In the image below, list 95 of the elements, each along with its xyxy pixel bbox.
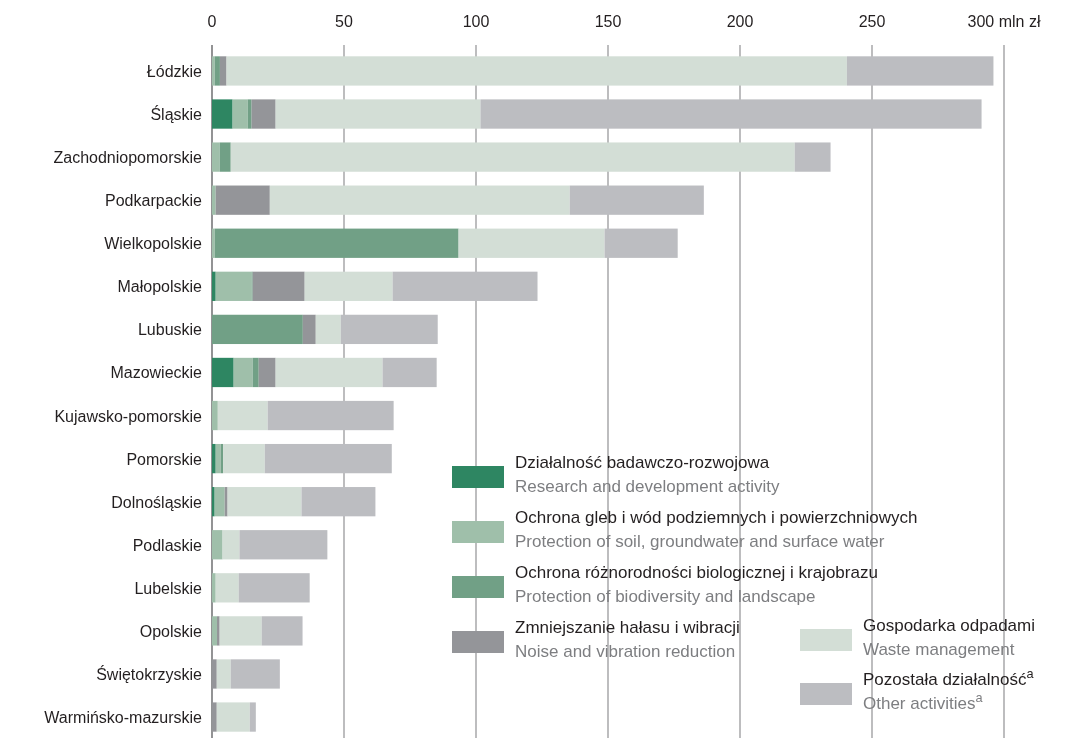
legend-label: Ochrona gleb i wód podziemnych i powierzchniowych Protection of soil, groundwater and surface water <box>515 508 918 551</box>
bar <box>212 228 215 258</box>
x-tick-label: 100 <box>462 13 490 30</box>
bar <box>302 314 316 345</box>
bar <box>212 314 303 345</box>
y-tick-label: Śląskie <box>150 105 203 124</box>
x-tick-label: 250 <box>858 13 886 30</box>
bar <box>458 228 605 258</box>
x-tick-label: 150 <box>594 13 622 30</box>
x-tick-label: 50 <box>335 13 353 30</box>
bar <box>216 659 231 689</box>
bar <box>269 185 570 215</box>
bar <box>275 99 481 129</box>
y-tick-label: Małopolskie <box>117 278 203 296</box>
x-tick-label: 300 mln zł <box>967 13 1041 30</box>
x-tick-label: 0 <box>207 13 217 30</box>
legend-label: Działalność badawczo-rozwojowa Research and development activity <box>515 453 781 496</box>
y-tick-label: Podlaskie <box>132 536 203 554</box>
bar <box>212 271 216 301</box>
bar <box>219 616 262 646</box>
bar <box>304 271 393 301</box>
bar <box>226 56 847 86</box>
bar <box>264 443 392 474</box>
y-tick-label: Łódzkie <box>146 62 203 80</box>
legend-label: Ochrona różnorodności biologicznej i krajobrazu Protection of biodiversity and landscape <box>515 563 878 606</box>
bar <box>215 271 252 301</box>
bar <box>252 357 259 388</box>
bar <box>212 400 218 431</box>
bar <box>794 142 831 172</box>
bar <box>604 228 678 258</box>
y-tick-label: Mazowieckie <box>110 364 203 382</box>
bar <box>569 185 704 215</box>
bar <box>212 616 218 646</box>
bar <box>212 443 216 474</box>
bar <box>217 616 220 646</box>
y-tick-label: Warmińsko-mazurskie <box>44 709 203 727</box>
bar <box>258 357 276 388</box>
y-tick-label: Lubelskie <box>134 579 203 597</box>
bar <box>392 271 538 301</box>
bar <box>267 400 394 431</box>
bar <box>212 487 215 517</box>
y-tick-label: Podkarpackie <box>105 192 203 210</box>
bar <box>219 142 231 172</box>
y-tick-label: Dolnośląskie <box>111 493 203 511</box>
bar <box>212 659 217 689</box>
bar <box>214 228 459 258</box>
bar <box>215 573 239 603</box>
legend-label: Zmniejszanie hałasu i wibracji Noise and vibration reduction <box>515 618 740 661</box>
bar <box>214 487 225 517</box>
bar <box>251 99 276 129</box>
bar <box>340 314 438 345</box>
bar <box>382 357 437 388</box>
bar <box>212 185 216 215</box>
bar <box>212 142 220 172</box>
bar <box>238 573 310 603</box>
y-tick-label: Wielkopolskie <box>104 235 203 253</box>
bar <box>217 400 268 431</box>
bar <box>233 357 253 388</box>
bar <box>223 443 265 474</box>
bar <box>212 530 223 560</box>
bar <box>846 56 994 86</box>
legend-label: Gospodarka odpadami Waste management <box>863 616 1036 659</box>
y-tick-label: Kujawsko-pomorskie <box>54 407 203 425</box>
x-tick-label: 200 <box>726 13 754 30</box>
bar <box>215 185 270 215</box>
bar <box>216 702 250 732</box>
bar <box>261 616 303 646</box>
bar <box>224 487 228 517</box>
bar <box>212 56 215 86</box>
bar <box>212 702 217 732</box>
bar <box>275 357 383 388</box>
bar <box>249 702 256 732</box>
bar <box>222 530 240 560</box>
bar <box>230 659 280 689</box>
bar <box>315 314 341 345</box>
bar <box>214 56 220 86</box>
bar <box>227 487 302 517</box>
bar <box>215 443 221 474</box>
bar <box>212 573 216 603</box>
y-tick-label: Świętokrzyskie <box>96 664 203 683</box>
bar <box>232 99 248 129</box>
bar <box>301 487 376 517</box>
bar <box>230 142 795 172</box>
text: Pozostała działalność$^{a}$ Other activities$^{a}$ <box>863 665 1034 713</box>
y-tick-label: Lubuskie <box>137 321 203 339</box>
y-tick-label: Pomorskie <box>126 450 203 468</box>
bar <box>252 271 305 301</box>
bar <box>247 99 252 129</box>
y-tick-label: Opolskie <box>139 622 203 640</box>
bar <box>239 530 328 560</box>
bar <box>212 99 233 129</box>
y-tick-label: Zachodniopomorskie <box>53 149 203 167</box>
bar <box>219 56 227 86</box>
bar <box>212 357 234 388</box>
bar <box>480 99 982 129</box>
